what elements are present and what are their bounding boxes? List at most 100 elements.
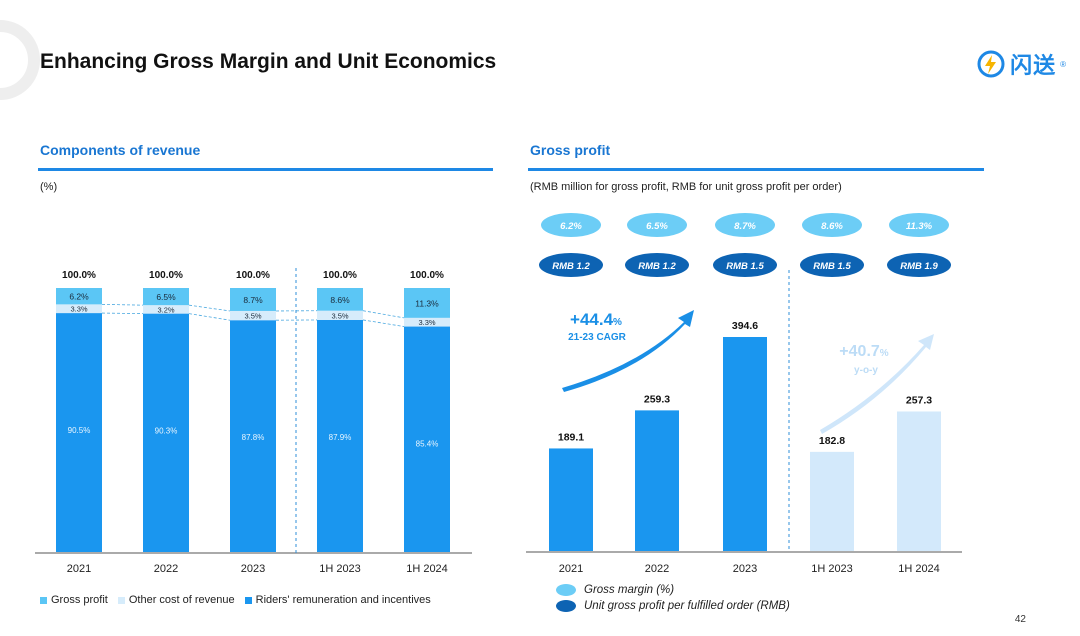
logo-text: 闪送 xyxy=(1010,53,1057,78)
legend-swatch xyxy=(40,596,47,604)
gross-profit-legend: Gross margin (%) Unit gross profit per f… xyxy=(556,584,790,616)
unit-gross-profit-label: RMB 1.2 xyxy=(552,261,590,272)
legend-swatch xyxy=(556,584,576,596)
legend-item-gross-margin: Gross margin (%) xyxy=(556,584,790,596)
connector-line xyxy=(188,313,231,321)
riders-value-label: 85.4% xyxy=(416,440,439,449)
gross-profit-value-label: 8.6% xyxy=(330,295,350,305)
gross-profit-value-label: 11.3% xyxy=(415,298,439,308)
cagr-value: +44.4% xyxy=(570,310,622,329)
legend-swatch xyxy=(117,596,125,604)
bar-total-label: 100.0% xyxy=(62,270,96,281)
legend-label: Unit gross profit per fulfilled order (R… xyxy=(584,600,790,612)
legend-item-gross-profit: Gross profit xyxy=(40,594,108,606)
brand-logo: 闪送 ® xyxy=(976,48,1066,80)
gross-profit-bar xyxy=(723,337,767,551)
gross-profit-bar xyxy=(810,451,854,551)
bar-gross-profit-segment xyxy=(317,288,363,311)
bar-riders-segment xyxy=(143,313,189,552)
x-tick-label: 2021 xyxy=(559,563,583,575)
legend-item-riders: Riders' remuneration and incentives xyxy=(244,594,431,606)
x-tick-label: 1H 2023 xyxy=(811,563,853,575)
cagr-label: 21-23 CAGR xyxy=(568,332,627,343)
riders-value-label: 87.8% xyxy=(242,433,265,442)
bar-total-label: 100.0% xyxy=(236,270,270,281)
gross-profit-value-label: 8.7% xyxy=(243,295,263,305)
connector-line xyxy=(362,310,405,319)
gross-margin-pill xyxy=(802,213,862,237)
bar-riders-segment xyxy=(317,319,363,552)
yoy-value: +40.7% xyxy=(839,343,888,360)
bar-riders-segment xyxy=(56,313,102,552)
connector-line xyxy=(362,319,405,327)
yoy-label: y-o-y xyxy=(854,365,878,376)
legend-swatch xyxy=(244,596,252,604)
page-title: Enhancing Gross Margin and Unit Economic… xyxy=(40,50,497,73)
bar-value-label: 259.3 xyxy=(644,393,670,405)
unit-gross-profit-label: RMB 1.9 xyxy=(900,261,938,272)
bar-value-label: 257.3 xyxy=(906,394,932,406)
bar-total-label: 100.0% xyxy=(410,270,444,281)
legend-swatch xyxy=(556,600,576,612)
gross-margin-label: 11.3% xyxy=(906,221,933,232)
x-tick-label: 2022 xyxy=(645,563,669,575)
unit-gross-profit-label: RMB 1.5 xyxy=(813,261,851,272)
connector-line xyxy=(101,303,144,306)
bar-total-label: 100.0% xyxy=(149,270,183,281)
gross-margin-label: 6.2% xyxy=(560,221,582,232)
other-cost-value-label: 3.2% xyxy=(157,305,174,314)
gross-profit-bar xyxy=(549,448,593,551)
gross-profit-bar xyxy=(897,411,941,551)
bar-gross-profit-segment xyxy=(56,288,102,305)
riders-value-label: 90.5% xyxy=(68,426,91,435)
legend-label: Riders' remuneration and incentives xyxy=(255,594,431,606)
bar-other-cost-segment xyxy=(404,317,450,327)
unit-gross-profit-pill xyxy=(539,253,603,277)
bar-gross-profit-segment xyxy=(143,288,189,306)
unit-gross-profit-pill xyxy=(625,253,689,277)
riders-value-label: 87.9% xyxy=(329,433,352,442)
yoy-arrow xyxy=(820,334,934,434)
gross-profit-bar xyxy=(635,410,679,551)
bar-riders-segment xyxy=(230,320,276,552)
revenue-section-title: Components of revenue xyxy=(40,142,201,158)
bolt-icon xyxy=(977,50,1005,78)
gross-margin-pill xyxy=(715,213,775,237)
cagr-arrow xyxy=(562,310,694,392)
x-tick-label: 1H 2024 xyxy=(406,563,448,575)
unit-gross-profit-pill xyxy=(713,253,777,277)
gross-profit-section-title: Gross profit xyxy=(530,142,611,158)
legend-item-unit-gross-profit: Unit gross profit per fulfilled order (R… xyxy=(556,600,790,612)
gross-profit-section-rule xyxy=(528,168,984,171)
unit-gross-profit-label: RMB 1.2 xyxy=(638,261,676,272)
bar-value-label: 189.1 xyxy=(558,431,584,443)
bar-gross-profit-segment xyxy=(230,288,276,311)
x-tick-label: 2023 xyxy=(241,563,265,575)
bar-other-cost-segment xyxy=(56,304,102,314)
gross-margin-pill xyxy=(627,213,687,237)
other-cost-value-label: 3.5% xyxy=(244,312,261,321)
bar-riders-segment xyxy=(404,326,450,552)
bar-other-cost-segment xyxy=(143,305,189,314)
revenue-section-rule xyxy=(38,168,493,171)
riders-value-label: 90.3% xyxy=(155,427,178,436)
unit-gross-profit-pill xyxy=(887,253,951,277)
bar-other-cost-segment xyxy=(230,310,276,321)
bar-other-cost-segment xyxy=(317,310,363,320)
gross-profit-value-label: 6.2% xyxy=(69,292,89,302)
revenue-unit-note: (%) xyxy=(40,181,58,193)
connector-line xyxy=(101,312,144,315)
bar-value-label: 182.8 xyxy=(819,435,845,447)
unit-gross-profit-pill xyxy=(800,253,864,277)
gross-margin-pill xyxy=(541,213,601,237)
gross-margin-label: 6.5% xyxy=(646,221,668,232)
legend-label: Gross margin (%) xyxy=(584,584,675,596)
gross-profit-unit-note: (RMB million for gross profit, RMB for u… xyxy=(530,181,842,193)
x-tick-label: 2022 xyxy=(154,563,178,575)
legend-label: Gross profit xyxy=(51,594,108,606)
connector-line xyxy=(188,304,231,312)
gross-margin-label: 8.6% xyxy=(821,221,843,232)
legend-label: Other cost of revenue xyxy=(128,594,235,606)
